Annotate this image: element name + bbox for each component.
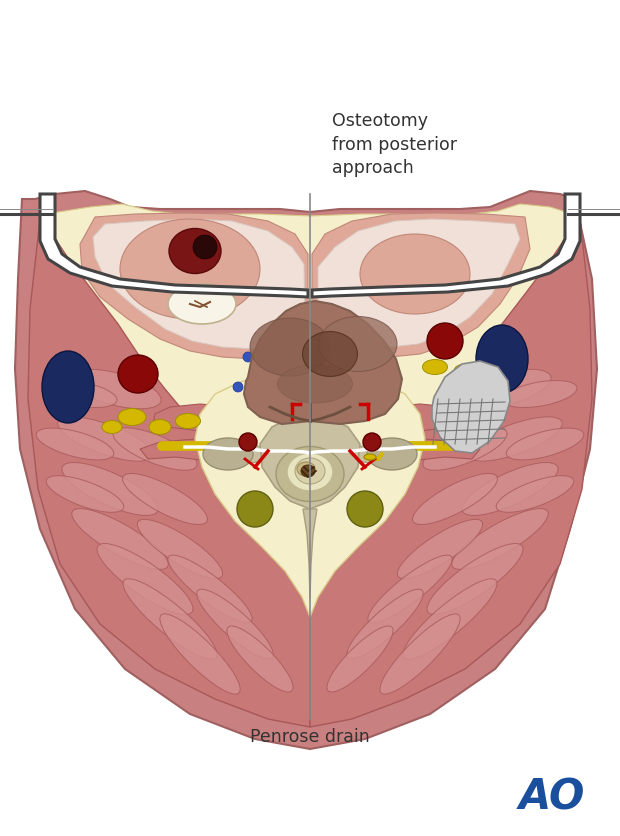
Ellipse shape <box>118 409 146 426</box>
Ellipse shape <box>169 229 221 274</box>
Polygon shape <box>318 220 520 348</box>
Ellipse shape <box>454 364 476 379</box>
Ellipse shape <box>347 589 423 659</box>
Text: Penrose drain: Penrose drain <box>250 727 370 745</box>
Ellipse shape <box>327 626 393 692</box>
Ellipse shape <box>397 520 482 579</box>
Ellipse shape <box>138 520 223 579</box>
Ellipse shape <box>295 458 325 484</box>
Polygon shape <box>33 205 587 725</box>
Ellipse shape <box>367 438 417 471</box>
Circle shape <box>347 492 383 528</box>
Polygon shape <box>15 191 597 749</box>
Ellipse shape <box>303 332 358 377</box>
Circle shape <box>243 353 253 363</box>
Polygon shape <box>312 214 530 358</box>
Polygon shape <box>350 440 480 475</box>
Ellipse shape <box>118 355 158 394</box>
Polygon shape <box>310 220 592 727</box>
Polygon shape <box>222 440 262 465</box>
Polygon shape <box>325 405 467 455</box>
Circle shape <box>237 492 273 528</box>
Polygon shape <box>153 405 295 455</box>
Circle shape <box>193 236 217 260</box>
Ellipse shape <box>36 429 114 461</box>
Ellipse shape <box>319 317 397 372</box>
Circle shape <box>233 383 243 393</box>
Ellipse shape <box>364 455 376 461</box>
Ellipse shape <box>301 466 315 477</box>
Ellipse shape <box>97 544 193 614</box>
Ellipse shape <box>149 420 171 435</box>
Ellipse shape <box>123 579 217 660</box>
Ellipse shape <box>113 428 197 471</box>
Ellipse shape <box>459 370 551 410</box>
Ellipse shape <box>276 447 344 502</box>
Circle shape <box>345 354 355 364</box>
Polygon shape <box>140 440 270 475</box>
Ellipse shape <box>452 509 548 569</box>
Ellipse shape <box>368 555 452 623</box>
Ellipse shape <box>250 319 330 376</box>
Ellipse shape <box>427 544 523 614</box>
Circle shape <box>370 385 380 395</box>
Ellipse shape <box>462 463 558 516</box>
Polygon shape <box>40 195 308 298</box>
Ellipse shape <box>42 352 94 424</box>
Circle shape <box>284 358 292 365</box>
Ellipse shape <box>412 474 497 525</box>
Ellipse shape <box>102 421 122 434</box>
Polygon shape <box>28 220 310 727</box>
Ellipse shape <box>422 360 448 375</box>
Circle shape <box>276 352 284 359</box>
Ellipse shape <box>197 589 273 659</box>
Ellipse shape <box>160 614 240 695</box>
Polygon shape <box>312 195 580 298</box>
Ellipse shape <box>227 626 293 692</box>
Text: AO: AO <box>519 776 585 818</box>
Circle shape <box>339 360 347 369</box>
Ellipse shape <box>43 381 117 408</box>
Circle shape <box>265 350 275 360</box>
Circle shape <box>369 353 379 363</box>
Polygon shape <box>80 214 308 359</box>
Polygon shape <box>195 370 425 617</box>
Ellipse shape <box>506 429 584 461</box>
Ellipse shape <box>46 477 124 512</box>
Circle shape <box>427 324 463 359</box>
Ellipse shape <box>69 370 161 410</box>
Ellipse shape <box>278 365 353 404</box>
Circle shape <box>239 434 257 451</box>
Ellipse shape <box>175 414 200 429</box>
Ellipse shape <box>503 381 577 408</box>
Ellipse shape <box>360 235 470 314</box>
Ellipse shape <box>123 474 208 525</box>
Text: Osteotomy
from posterior
approach: Osteotomy from posterior approach <box>332 112 457 177</box>
Polygon shape <box>358 440 398 465</box>
Circle shape <box>255 359 265 369</box>
Polygon shape <box>93 220 305 349</box>
Ellipse shape <box>297 462 315 477</box>
Ellipse shape <box>120 220 260 319</box>
Ellipse shape <box>467 417 562 461</box>
Polygon shape <box>432 361 510 453</box>
Ellipse shape <box>62 463 158 516</box>
Polygon shape <box>244 302 402 425</box>
Ellipse shape <box>168 555 252 623</box>
Ellipse shape <box>380 614 460 695</box>
Ellipse shape <box>287 453 333 492</box>
Ellipse shape <box>58 417 153 461</box>
Ellipse shape <box>203 438 253 471</box>
Circle shape <box>357 360 367 370</box>
Ellipse shape <box>423 428 507 471</box>
Ellipse shape <box>496 477 574 512</box>
Polygon shape <box>260 415 360 509</box>
Ellipse shape <box>403 579 497 660</box>
Circle shape <box>363 434 381 451</box>
Ellipse shape <box>72 509 168 569</box>
Ellipse shape <box>476 325 528 394</box>
Circle shape <box>332 354 340 361</box>
Ellipse shape <box>168 285 236 324</box>
Polygon shape <box>303 509 317 599</box>
